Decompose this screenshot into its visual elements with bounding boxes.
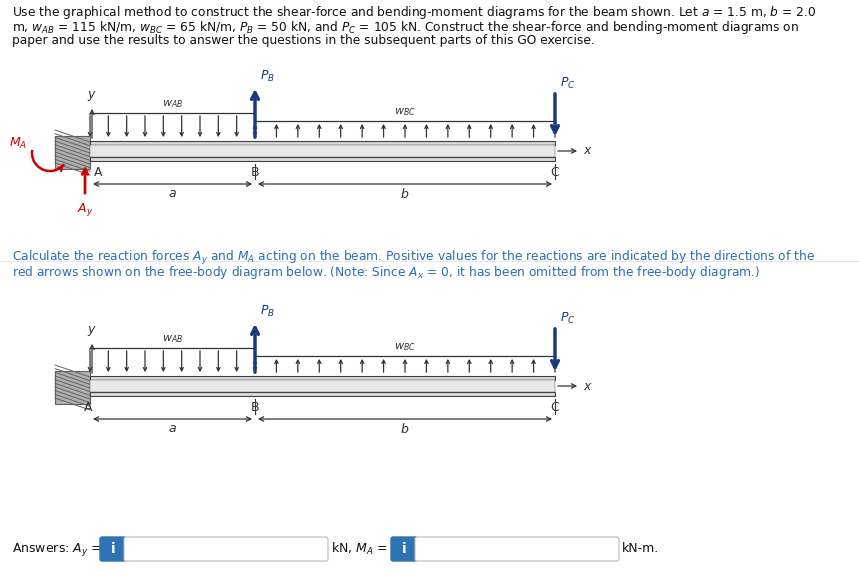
Text: $x$: $x$	[583, 380, 593, 392]
Text: B: B	[251, 166, 259, 179]
Text: $y$: $y$	[87, 89, 97, 103]
Text: i: i	[402, 542, 406, 556]
Text: Use the graphical method to construct the shear-force and bending-moment diagram: Use the graphical method to construct th…	[12, 4, 816, 21]
Text: $b$: $b$	[400, 187, 410, 201]
Text: i: i	[111, 542, 115, 556]
Text: $w_{BC}$: $w_{BC}$	[394, 106, 416, 118]
Bar	[90, 392, 555, 396]
Text: Calculate the reaction forces $A_y$ and $M_A$ acting on the beam. Positive value: Calculate the reaction forces $A_y$ and …	[12, 249, 815, 267]
Text: $w_{AB}$: $w_{AB}$	[161, 333, 183, 345]
Bar	[55, 136, 90, 169]
Text: $w_{BC}$: $w_{BC}$	[394, 341, 416, 353]
Text: $P_B$: $P_B$	[260, 304, 275, 319]
Text: $P_C$: $P_C$	[560, 76, 576, 91]
Text: kN, $M_A$ =: kN, $M_A$ =	[331, 541, 389, 557]
Text: $w_{AB}$: $w_{AB}$	[161, 98, 183, 110]
Text: A: A	[83, 401, 92, 414]
Bar	[90, 380, 555, 392]
Bar	[90, 146, 555, 156]
Text: $P_B$: $P_B$	[260, 69, 275, 84]
Text: $A_y$: $A_y$	[76, 201, 94, 218]
Text: red arrows shown on the free-body diagram below. (Note: Since $A_x$ = 0, it has : red arrows shown on the free-body diagra…	[12, 264, 760, 281]
FancyBboxPatch shape	[100, 537, 126, 561]
Text: A: A	[94, 166, 102, 179]
Text: B: B	[251, 401, 259, 414]
Bar	[90, 156, 555, 161]
Text: $y$: $y$	[87, 324, 97, 338]
Text: $b$: $b$	[400, 422, 410, 436]
Text: C: C	[551, 166, 559, 179]
Text: Answers: $A_y$ =: Answers: $A_y$ =	[12, 541, 103, 557]
Bar	[90, 376, 555, 380]
FancyBboxPatch shape	[391, 537, 417, 561]
Text: C: C	[551, 401, 559, 414]
Bar	[90, 141, 555, 146]
FancyBboxPatch shape	[124, 537, 328, 561]
Text: kN-m.: kN-m.	[622, 542, 659, 556]
FancyBboxPatch shape	[415, 537, 619, 561]
Text: $a$: $a$	[168, 422, 177, 435]
Text: paper and use the results to answer the questions in the subsequent parts of thi: paper and use the results to answer the …	[12, 34, 594, 47]
Text: $x$: $x$	[583, 144, 593, 158]
Bar	[55, 371, 90, 404]
Text: $a$: $a$	[168, 187, 177, 200]
Text: m, $w_{AB}$ = 115 kN/m, $w_{BC}$ = 65 kN/m, $P_B$ = 50 kN, and $P_C$ = 105 kN. C: m, $w_{AB}$ = 115 kN/m, $w_{BC}$ = 65 kN…	[12, 19, 799, 36]
Text: $P_C$: $P_C$	[560, 311, 576, 326]
Text: $M_A$: $M_A$	[9, 135, 27, 151]
